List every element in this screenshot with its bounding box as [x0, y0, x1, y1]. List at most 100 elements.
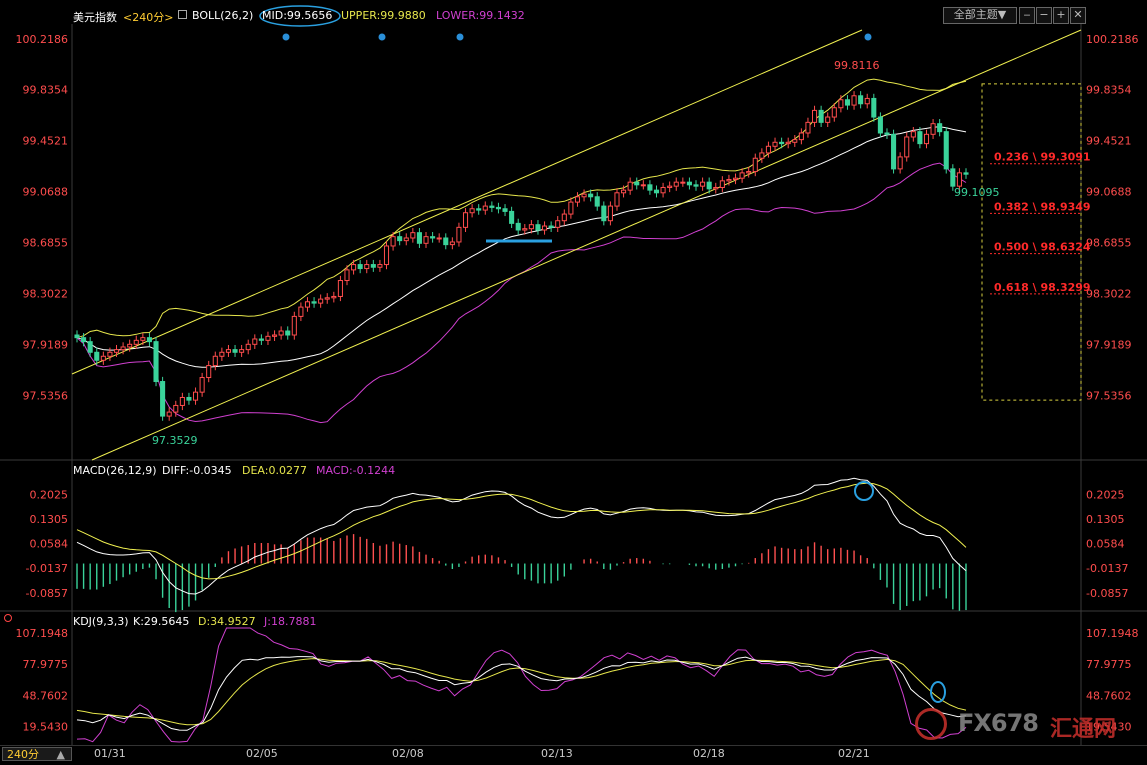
candle	[298, 306, 304, 317]
y-tick-label: 0.2025	[30, 488, 69, 501]
candle	[831, 107, 837, 118]
candle	[574, 196, 581, 203]
watermark-text: FX678	[958, 709, 1039, 737]
candle	[337, 280, 343, 297]
candle	[291, 315, 297, 336]
candle	[515, 222, 521, 231]
candle	[225, 349, 232, 353]
macd-histogram	[76, 534, 967, 613]
candle	[765, 145, 771, 154]
candle	[245, 343, 251, 351]
candle	[410, 232, 416, 239]
candle	[318, 298, 324, 304]
candle	[963, 172, 969, 175]
candle	[772, 141, 778, 147]
macd-title: MACD(26,12,9)	[73, 464, 157, 477]
event-marker	[456, 33, 464, 41]
y-tick-label: -0.0857	[1086, 587, 1128, 600]
candle	[100, 355, 106, 361]
candle	[930, 123, 936, 135]
y-tick-label: 48.7602	[23, 689, 69, 702]
candle	[904, 136, 910, 158]
candle	[667, 185, 673, 188]
candle	[278, 330, 284, 336]
candle	[239, 349, 245, 353]
kdj-k-line	[76, 656, 967, 731]
event-marker	[282, 33, 290, 41]
candle	[311, 301, 317, 304]
timeframe-selector[interactable]: 240分 ▲	[2, 747, 72, 761]
y-tick-label: 97.5356	[23, 389, 69, 402]
candle	[364, 264, 370, 270]
candle	[489, 205, 495, 208]
candle	[937, 123, 943, 133]
boll-mid-line	[76, 126, 967, 368]
zoom-in-icon[interactable]: +	[1053, 7, 1069, 24]
candle	[344, 269, 350, 282]
kdj-highlight	[930, 681, 946, 703]
candle	[719, 180, 725, 188]
candle	[838, 99, 844, 109]
candles	[74, 91, 969, 421]
candle	[897, 156, 903, 170]
watermark-text-cn: 汇通网	[1050, 717, 1117, 742]
macd-diff-line	[76, 477, 967, 595]
candle	[160, 381, 166, 417]
candle	[74, 334, 80, 339]
y-tick-label: 98.6855	[23, 237, 69, 250]
y-tick-label: 99.0688	[1086, 186, 1132, 199]
candle	[805, 121, 811, 134]
candle	[601, 205, 607, 222]
candle	[390, 236, 396, 247]
minimize-icon[interactable]: ‒	[1019, 7, 1035, 24]
candle	[825, 116, 831, 123]
boll-upper-line	[76, 78, 967, 339]
y-tick-label: 77.9775	[23, 658, 69, 671]
candle	[910, 131, 916, 138]
watermark-logo-icon	[915, 708, 947, 740]
y-tick-label: 99.8354	[23, 84, 69, 97]
y-tick-label: 19.5430	[1086, 721, 1132, 734]
zoom-out-icon[interactable]: −	[1036, 7, 1052, 24]
candle	[146, 337, 152, 343]
candle	[647, 184, 653, 191]
candle	[851, 95, 857, 106]
y-tick-label: 48.7602	[1086, 689, 1132, 702]
boll-lower-line	[76, 162, 967, 424]
candle	[917, 131, 923, 145]
candle	[884, 132, 890, 135]
candle	[706, 181, 712, 190]
kdj-k-value: K:29.5645	[133, 615, 190, 628]
theme-dropdown[interactable]: 全部主题▼	[943, 7, 1017, 24]
y-tick-label: 97.9189	[1086, 338, 1132, 351]
candle	[693, 184, 699, 187]
candle	[107, 351, 113, 357]
indicator-toggle-icon[interactable]	[178, 10, 187, 19]
fib-box	[981, 83, 1082, 401]
y-tick-label: 107.1948	[16, 627, 69, 640]
candle	[607, 205, 613, 222]
close-icon[interactable]: ✕	[1070, 7, 1086, 24]
trend-line-lower	[91, 29, 1082, 461]
y-tick-label: 0.0584	[30, 538, 69, 551]
y-tick-label: 98.3022	[1086, 288, 1132, 301]
indicator-settings-icon[interactable]	[4, 614, 12, 622]
y-tick-label: -0.0857	[26, 587, 68, 600]
candle	[943, 131, 949, 170]
x-axis-label: 02/13	[541, 747, 573, 760]
candle	[212, 355, 218, 367]
y-tick-label: 107.1948	[1086, 627, 1139, 640]
y-tick-label: 99.0688	[23, 186, 69, 199]
symbol-label: 美元指数	[73, 11, 117, 24]
y-tick-label: -0.0137	[1086, 562, 1128, 575]
candle	[726, 179, 732, 182]
candle	[785, 141, 791, 145]
candle	[495, 206, 501, 210]
candle	[818, 109, 824, 123]
fib-level-label: 0.236 \ 99.3091	[994, 151, 1091, 164]
candle	[877, 116, 883, 134]
boll-lower-value: LOWER:99.1432	[436, 9, 525, 22]
x-axis-label: 02/05	[246, 747, 278, 760]
macd-cross-highlight	[854, 481, 874, 501]
